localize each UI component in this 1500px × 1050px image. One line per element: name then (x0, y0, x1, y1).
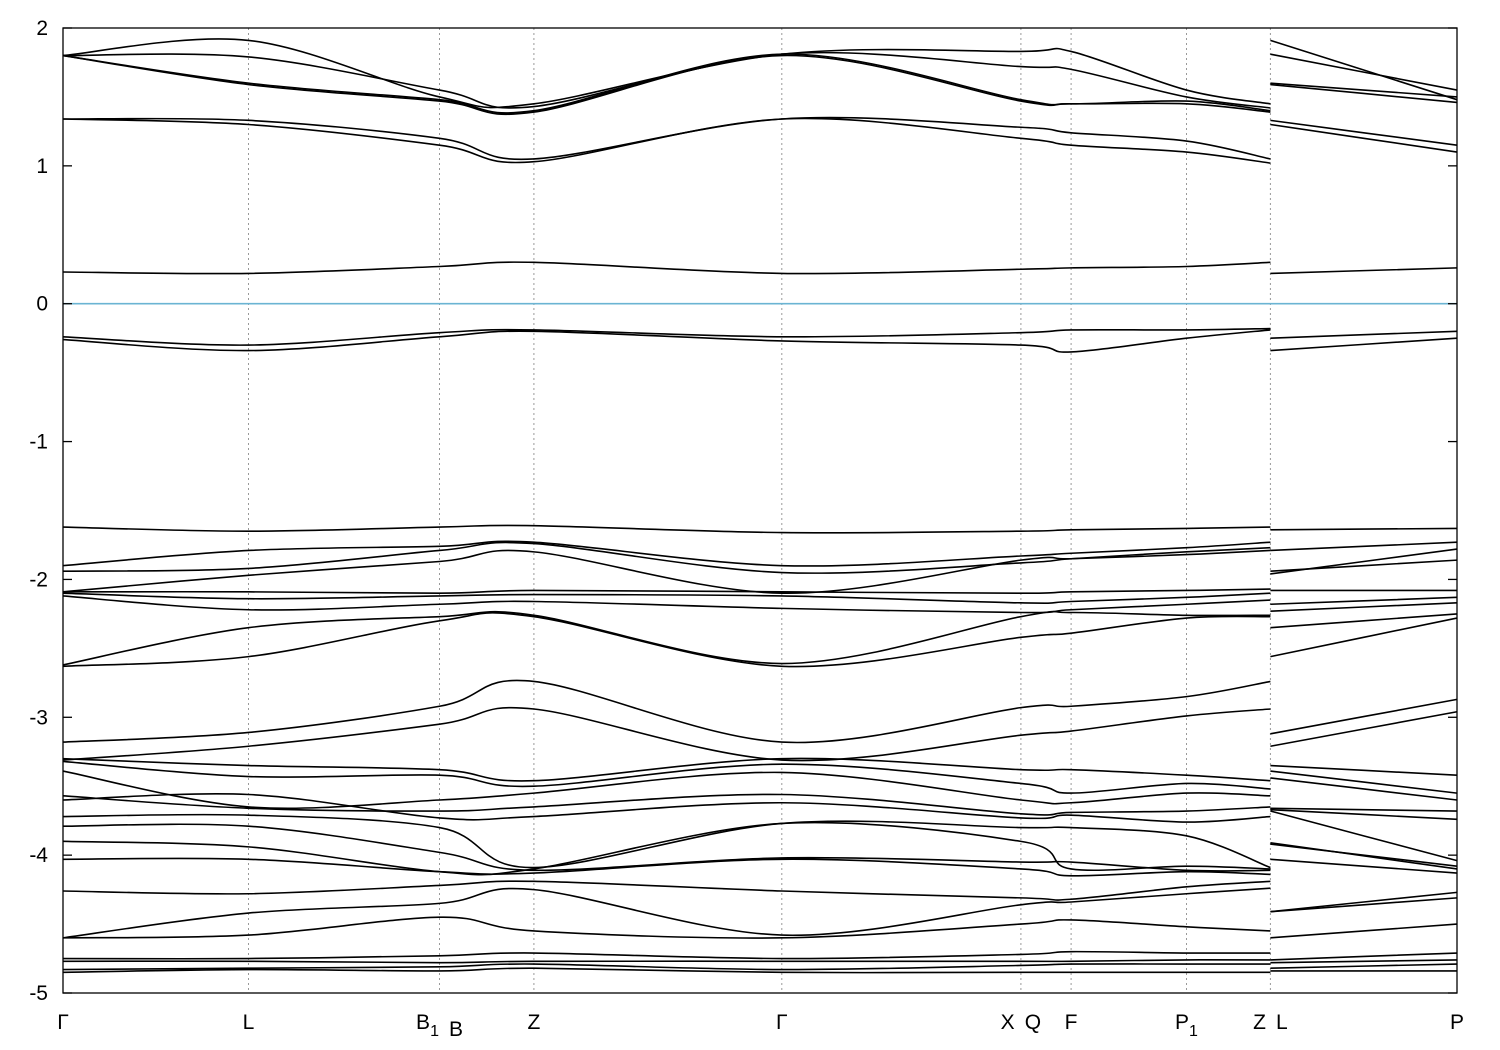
y-tick-label: 2 (36, 17, 48, 40)
x-axis-ticks: Γ L B1 B Z Γ X Q F P1 Z L P (57, 1011, 1464, 1041)
band-line-13-segment-1 (62, 549, 1271, 595)
band-line-16-segment-2 (1270, 602, 1458, 612)
x-tick-label: Γ (776, 1011, 788, 1034)
band-line-34-segment-2 (1270, 959, 1458, 964)
band-line-21-segment-2 (1270, 764, 1458, 776)
band-line-9-segment-1 (62, 329, 1271, 353)
x-tick-label: P1 (1175, 1011, 1198, 1040)
band-line-16-segment-1 (62, 595, 1271, 614)
band-line-2-segment-1 (62, 51, 1271, 109)
band-line-25-segment-1 (62, 793, 1271, 823)
band-line-31-segment-1 (62, 887, 1271, 939)
band-line-7-segment-1 (62, 261, 1271, 275)
x-tick-label: P (1450, 1011, 1464, 1034)
band-line-32-segment-1 (62, 916, 1271, 939)
band-line-23-segment-2 (1270, 777, 1458, 801)
band-line-29-segment-1 (62, 857, 1271, 877)
band-line-35-segment-1 (62, 963, 1271, 971)
band-line-6-segment-2 (1270, 123, 1458, 153)
band-line-21-segment-1 (62, 757, 1271, 782)
band-line-36-segment-1 (62, 967, 1271, 974)
band-line-30-segment-1 (62, 880, 1271, 901)
band-line-26-segment-1 (62, 813, 1271, 869)
band-line-19-segment-2 (1270, 698, 1458, 735)
band-line-13-segment-2 (1270, 559, 1458, 572)
band-line-22-segment-2 (1270, 770, 1458, 794)
band-line-12-segment-1 (62, 541, 1271, 574)
x-tick-label: Γ (57, 1011, 69, 1034)
band-line-3-segment-1 (62, 53, 1271, 114)
band-line-34-segment-1 (62, 959, 1271, 964)
y-tick-label: -3 (29, 706, 48, 729)
x-tick-label: Z (528, 1011, 541, 1034)
band-line-25-segment-2 (1270, 808, 1458, 821)
band-line-15-segment-2 (1270, 596, 1458, 606)
band-line-26-segment-2 (1270, 810, 1458, 862)
y-tick-label: -5 (29, 982, 48, 1005)
band-line-17-segment-2 (1270, 613, 1458, 629)
y-tick-label: 1 (36, 155, 48, 178)
plot-frame (62, 27, 1458, 994)
band-line-4-segment-2 (1270, 83, 1458, 104)
band-line-8-segment-1 (62, 327, 1271, 346)
band-line-29-segment-2 (1270, 858, 1458, 874)
band-line-10-segment-2 (1270, 527, 1458, 531)
band-line-23-segment-1 (62, 770, 1271, 810)
x-tick-label: L (243, 1011, 255, 1034)
band-line-28-segment-1 (62, 821, 1271, 876)
band-line-5-segment-2 (1270, 119, 1458, 146)
band-line-4-segment-1 (62, 54, 1271, 116)
band-line-20-segment-1 (62, 706, 1271, 762)
x-tick-label: F (1065, 1011, 1078, 1034)
x-tick-label: B1 B (416, 1011, 463, 1041)
band-line-17-segment-1 (62, 610, 1271, 666)
band-line-2-segment-2 (1270, 53, 1458, 91)
band-line-18-segment-1 (62, 612, 1271, 668)
band-line-11-segment-2 (1270, 541, 1458, 552)
y-axis-ticks: 2 1 0 -1 -2 -3 -4 -5 (29, 17, 1457, 1005)
y-tick-label: 0 (36, 293, 48, 316)
band-line-20-segment-2 (1270, 710, 1458, 748)
band-line-33-segment-1 (62, 950, 1271, 960)
band-line-27-segment-1 (62, 823, 1271, 872)
band-line-9-segment-2 (1270, 337, 1458, 352)
band-line-3-segment-2 (1270, 82, 1458, 98)
band-line-12-segment-2 (1270, 548, 1458, 575)
y-tick-label: -1 (29, 431, 48, 454)
band-line-18-segment-2 (1270, 617, 1458, 658)
band-line-22-segment-1 (62, 760, 1271, 794)
band-line-31-segment-2 (1270, 897, 1458, 913)
band-line-32-segment-2 (1270, 923, 1458, 939)
y-tick-label: -4 (29, 844, 48, 867)
band-line-14-segment-1 (62, 588, 1271, 595)
band-line-24-segment-2 (1270, 807, 1458, 812)
kpoint-gridlines (248, 28, 1271, 993)
band-line-7-segment-2 (1270, 267, 1458, 275)
band-line-6-segment-1 (62, 117, 1271, 164)
band-line-15-segment-1 (62, 592, 1271, 604)
band-line-11-segment-1 (62, 540, 1271, 567)
band-line-24-segment-1 (62, 793, 1271, 816)
band-line-8-segment-2 (1270, 330, 1458, 339)
band-line-19-segment-1 (62, 679, 1271, 744)
band-line-33-segment-2 (1270, 952, 1458, 961)
band-line-1-segment-2 (1270, 39, 1458, 101)
y-tick-label: -2 (29, 568, 48, 591)
band-line-10-segment-1 (62, 524, 1271, 534)
band-line-28-segment-2 (1270, 843, 1458, 867)
band-line-35-segment-2 (1270, 963, 1458, 969)
band-lines (62, 38, 1458, 974)
band-line-30-segment-2 (1270, 891, 1458, 913)
